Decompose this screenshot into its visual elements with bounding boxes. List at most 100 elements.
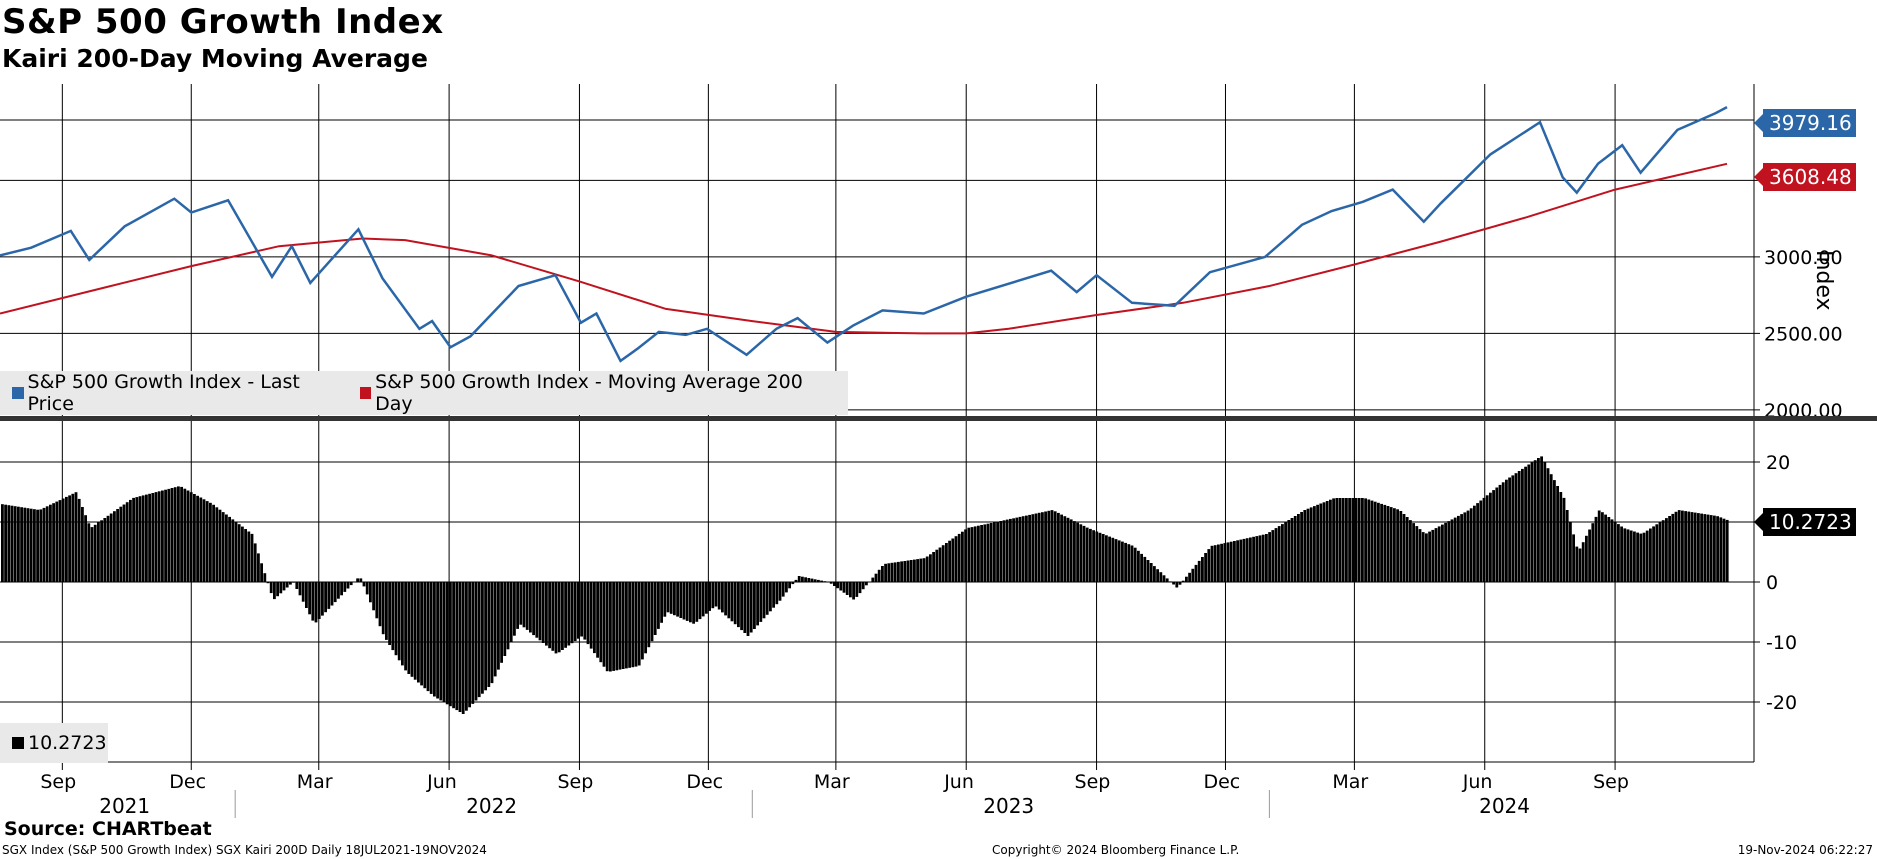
kairi-bar	[487, 582, 491, 687]
kairi-bar	[1693, 512, 1697, 582]
kairi-bar	[679, 582, 683, 618]
kairi-bar	[468, 582, 471, 708]
kairi-bar	[474, 582, 478, 701]
kairi-bar	[791, 582, 795, 585]
kairi-bar	[954, 536, 958, 582]
kairi-bar	[1220, 543, 1223, 582]
x-tick-label-month: Jun	[943, 771, 974, 793]
kairi-bar	[1725, 519, 1729, 582]
kairi-bar	[1501, 482, 1505, 582]
kairi-bar	[999, 521, 1003, 582]
kairi-bar	[833, 582, 836, 586]
kairi-bar	[1047, 510, 1051, 582]
kairi-bar	[548, 582, 551, 649]
kairi-bar	[29, 508, 33, 582]
kairi-bar	[68, 495, 71, 582]
kairi-bar	[1255, 536, 1259, 582]
kairi-bar	[439, 582, 443, 701]
kairi-bar	[522, 582, 526, 628]
kairi-bar	[404, 582, 407, 671]
kairi-bar	[1380, 503, 1383, 582]
kairi-bar	[666, 582, 670, 613]
kairi-bar	[221, 512, 225, 582]
x-tick-label-month: Mar	[1332, 771, 1368, 793]
kairi-bar	[577, 582, 580, 639]
kairi-bar	[801, 576, 804, 582]
x-year-label: 2023	[983, 794, 1034, 818]
kairi-bar	[1540, 456, 1543, 582]
kairi-bar	[861, 582, 865, 590]
kairi-bar	[778, 582, 782, 601]
kairi-bar	[1172, 582, 1175, 585]
kairi-bar	[631, 582, 635, 668]
kairi-bar	[308, 582, 311, 615]
x-tick-label-month: Jun	[426, 771, 457, 793]
kairi-bar	[1623, 528, 1627, 582]
gridlines	[0, 84, 1754, 762]
kairi-bar	[305, 582, 308, 608]
kairi-bar	[1210, 545, 1214, 582]
kairi-bar	[529, 582, 532, 633]
kairi-bar	[1105, 535, 1108, 582]
legend-swatch-ma	[359, 387, 372, 399]
kairi-bar	[1236, 540, 1239, 582]
kairi-bar	[1130, 545, 1134, 582]
kairi-bar	[1069, 519, 1073, 582]
kairi-bar	[1098, 532, 1102, 582]
kairi-bar	[1703, 514, 1707, 582]
kairi-bar	[1527, 464, 1531, 582]
kairi-bar	[1434, 528, 1438, 582]
kairi-bar	[1089, 528, 1092, 582]
kairi-bar	[1031, 514, 1035, 582]
kairi-bar	[1018, 516, 1022, 582]
kairi-bar	[1591, 523, 1595, 582]
kairi-bar	[1674, 511, 1678, 582]
kairi-bar	[333, 582, 337, 603]
kairi-bar	[1549, 474, 1553, 582]
kairi-bar	[61, 498, 65, 582]
x-year-label: 2022	[466, 794, 517, 818]
kairi-bar	[1402, 514, 1406, 582]
kairi-bar	[55, 501, 59, 582]
kairi-bar	[1546, 468, 1550, 582]
x-tick-label-month: Dec	[686, 771, 723, 793]
kairi-bar	[689, 582, 692, 623]
legend-swatch-price	[12, 387, 24, 399]
kairi-bar	[727, 582, 731, 619]
kairi-bar	[945, 543, 948, 582]
kairi-bar	[228, 516, 231, 582]
kairi-bar	[1073, 521, 1076, 582]
kairi-bar	[929, 554, 932, 582]
kairi-bar	[1716, 516, 1719, 582]
kairi-bar	[1706, 514, 1710, 582]
kairi-bar	[148, 493, 151, 582]
kairi-bar	[1050, 510, 1054, 582]
kairi-bar	[196, 495, 199, 582]
kairi-bar	[829, 582, 833, 584]
kairi-bar	[423, 582, 427, 689]
kairi-bar	[964, 529, 967, 582]
y-tick-label-price: 2500.00	[1764, 323, 1843, 345]
kairi-bar	[183, 488, 187, 582]
kairi-bar	[673, 582, 676, 616]
kairi-bar	[1175, 582, 1179, 588]
kairi-bar	[42, 507, 46, 582]
kairi-bar	[1617, 524, 1620, 582]
kairi-bar	[1665, 518, 1668, 582]
kairi-bar	[138, 496, 142, 582]
kairi-bar	[1396, 509, 1399, 582]
kairi-bar	[1188, 572, 1191, 582]
kairi-bar	[1418, 529, 1422, 582]
price-lines	[0, 105, 1728, 363]
kairi-bar	[615, 582, 619, 671]
kairi-bar	[628, 582, 631, 668]
kairi-bar	[77, 498, 81, 582]
kairi-bar	[1076, 522, 1079, 582]
kairi-bar	[493, 582, 497, 677]
kairi-bar	[1178, 582, 1182, 585]
kairi-bar	[685, 582, 689, 621]
kairi-bar	[1226, 542, 1230, 582]
kairi-bar	[1261, 534, 1265, 582]
kairi-bar	[1290, 518, 1294, 582]
kairi-bar	[1287, 520, 1291, 582]
